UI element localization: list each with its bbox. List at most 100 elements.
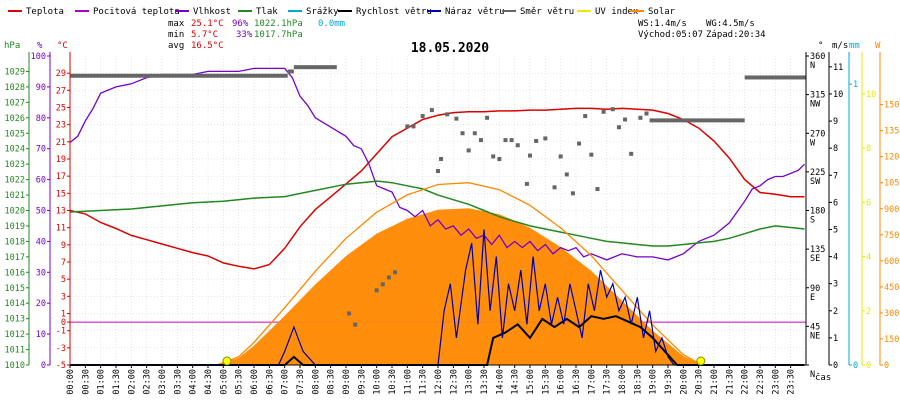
legend-label: UV index — [595, 7, 639, 17]
min-press: 1017.7hPa — [254, 30, 303, 40]
humidity-tick-label: 40 — [36, 237, 46, 247]
direction-tick-label: 45 — [810, 322, 820, 332]
temperature-tick-label: 27 — [56, 86, 66, 96]
temperature-tick-label: 5 — [61, 275, 66, 285]
temperature-tick-label: 7 — [61, 258, 66, 268]
temperature-tick-label: 15 — [56, 189, 66, 199]
wind-speed-avg: WS:1.4m/s — [638, 19, 687, 29]
x-tick-label: 02:30 — [143, 369, 153, 395]
x-tick-label: 12:00 — [434, 369, 444, 395]
wind-tick-label: 5 — [833, 225, 838, 235]
direction-point — [485, 115, 490, 120]
rain-total: 0.0mm — [318, 19, 345, 29]
wind-tick-label: 2 — [833, 307, 838, 317]
temperature-tick-label: 21 — [56, 138, 66, 148]
legend-label: Směr větru — [520, 7, 574, 17]
direction-tick-label: 90 — [810, 284, 820, 294]
temperature-tick-label: -1 — [56, 327, 66, 337]
pressure-tick-label: 1027 — [5, 98, 25, 108]
x-tick-label: 22:30 — [756, 369, 766, 395]
x-tick-label: 06:30 — [265, 369, 275, 395]
humidity-tick-label: 80 — [36, 114, 46, 124]
direction-point — [429, 108, 434, 113]
direction-point — [616, 125, 621, 130]
pressure-tick-label: 1013 — [5, 315, 25, 325]
direction-point — [503, 138, 508, 143]
humidity-tick-label: 100 — [31, 52, 46, 62]
pressure-tick-label: 1014 — [5, 299, 25, 309]
sunrise: Východ:05:07 — [638, 30, 703, 40]
pressure-tick-label: 1020 — [5, 207, 25, 217]
series-line-náraz-větru — [70, 229, 805, 366]
legend-label: Náraz větru — [445, 7, 505, 17]
x-tick-label: 14:00 — [495, 369, 505, 395]
rain-tick-label: 1 — [853, 80, 858, 90]
x-tick-label: 07:00 — [281, 369, 291, 395]
unit-hpa: hPa — [4, 41, 20, 51]
uv-tick-label: 0 — [866, 361, 871, 371]
direction-point — [558, 154, 563, 159]
wind-tick-label: 3 — [833, 280, 838, 290]
x-tick-label: 08:30 — [327, 369, 337, 395]
direction-point — [528, 153, 532, 158]
direction-point — [534, 138, 539, 143]
pressure-tick-label: 1012 — [5, 330, 25, 340]
max-temp: 25.1°C — [191, 19, 224, 29]
x-tick-label: 07:30 — [296, 369, 306, 395]
direction-segment — [293, 65, 337, 70]
series-line-tlak — [69, 180, 805, 247]
direction-point — [393, 270, 398, 275]
x-tick-label: 17:30 — [603, 369, 613, 395]
direction-segment — [70, 73, 288, 78]
direction-letter: N — [810, 61, 815, 71]
solar-tick-label: 150 — [884, 335, 899, 345]
x-tick-label: 09:00 — [342, 369, 352, 395]
avg-label: avg — [168, 41, 184, 51]
x-tick-label: 00:00 — [66, 369, 76, 395]
direction-point — [543, 136, 548, 141]
direction-point — [515, 143, 520, 148]
direction-tick-label: 180 — [810, 207, 825, 217]
x-tick-label: 02:00 — [127, 369, 137, 395]
solar-fill — [217, 208, 702, 365]
pressure-tick-label: 1015 — [5, 284, 25, 294]
unit-ms: m/s — [832, 41, 848, 51]
unit-deg: ° — [818, 41, 823, 51]
humidity-tick-label: 30 — [36, 268, 46, 278]
pressure-tick-label: 1028 — [5, 83, 25, 93]
solar-tick-label: 600 — [884, 257, 899, 267]
series-line-solar — [216, 182, 703, 366]
pressure-tick-label: 1024 — [5, 145, 25, 155]
temperature-tick-label: 23 — [56, 121, 66, 131]
unit-c: °C — [57, 41, 68, 51]
max-hum: 96% — [232, 19, 249, 29]
solar-tick-label: 1200 — [884, 153, 900, 163]
x-tick-label: 08:00 — [311, 369, 321, 395]
sun-marker — [222, 356, 232, 366]
direction-point — [491, 154, 496, 159]
x-tick-label: 20:00 — [679, 369, 689, 395]
direction-point — [570, 191, 575, 196]
solar-tick-label: 300 — [884, 309, 899, 319]
legend-label: Tlak — [256, 7, 278, 17]
stats-block: max 25.1°C 96% 1022.1hPa 0.0mm min 5.7°C… — [168, 19, 766, 51]
direction-point — [524, 181, 529, 186]
wind-tick-label: 0 — [833, 361, 838, 371]
direction-segment — [744, 75, 806, 80]
x-tick-label: 03:30 — [173, 369, 183, 395]
humidity-tick-label: 90 — [36, 83, 46, 93]
direction-letter: NE — [810, 331, 820, 341]
humidity-tick-label: 20 — [36, 299, 46, 309]
x-tick-label: 13:00 — [465, 369, 475, 395]
solar-tick-label: 0 — [884, 361, 889, 371]
x-tick-label: 15:00 — [526, 369, 536, 395]
temperature-tick-label: 19 — [56, 155, 66, 165]
x-tick-label: 10:30 — [388, 369, 398, 395]
x-tick-label: 18:00 — [618, 369, 628, 395]
pressure-tick-label: 1021 — [5, 191, 25, 201]
wind-tick-label: 9 — [833, 117, 838, 127]
pressure-tick-label: 1011 — [5, 346, 25, 356]
sun-marker — [696, 356, 706, 366]
x-tick-label: 20:30 — [695, 369, 705, 395]
x-tick-label: 23:00 — [771, 369, 781, 395]
